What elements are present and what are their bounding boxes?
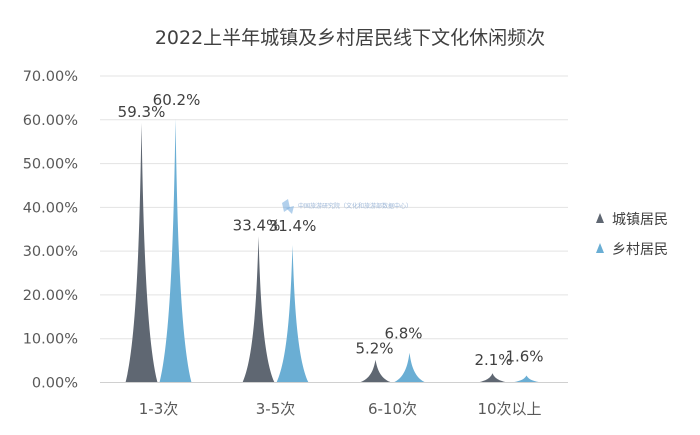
y-tick-label: 0.00% [32, 376, 78, 392]
cone-mark [125, 122, 158, 383]
x-category-label: 6-10次 [368, 400, 417, 418]
y-tick-label: 20.00% [23, 288, 78, 304]
y-tick-label: 60.00% [23, 113, 78, 129]
data-label: 2.1% [474, 351, 512, 369]
data-labels: 59.3% 33.4% 5.2% 2.1% 60.2% 31.4% 6.8% 1.6% [118, 91, 544, 369]
data-label: 31.4% [269, 217, 317, 235]
mark-layer [125, 118, 543, 383]
data-label: 5.2% [355, 340, 393, 358]
legend-swatch [596, 243, 604, 253]
cone-mark [476, 373, 509, 383]
y-tick-label: 50.00% [23, 157, 78, 173]
legend-label: 城镇居民 [612, 212, 668, 228]
y-tick-label: 70.00% [23, 69, 78, 85]
legend-swatch [596, 213, 604, 223]
watermark-text: 中国旅游研究院（文化和旅游部数据中心） [298, 202, 412, 210]
y-tick-label: 30.00% [23, 244, 78, 260]
watermark-logo-icon [282, 199, 294, 214]
x-category-label: 1-3次 [139, 400, 179, 418]
data-label: 59.3% [118, 103, 166, 121]
watermark: 中国旅游研究院（文化和旅游部数据中心） [282, 199, 412, 214]
data-label: 1.6% [505, 347, 543, 365]
cone-mark [159, 118, 192, 383]
y-tick-label: 10.00% [23, 332, 78, 348]
cone-mark [242, 236, 275, 383]
cone-mark [393, 352, 426, 383]
cone-mark [276, 245, 309, 383]
cone-mark [359, 359, 392, 383]
x-category-label: 3-5次 [256, 400, 296, 418]
y-tick-label: 40.00% [23, 200, 78, 216]
data-label: 60.2% [153, 91, 201, 109]
cone-mark [510, 375, 543, 383]
x-axis-categories: 1-3次 3-5次 6-10次 10次以上 [139, 400, 542, 418]
x-category-label: 10次以上 [477, 400, 541, 418]
chart-title: 2022上半年城镇及乡村居民线下文化休闲频次 [155, 27, 545, 49]
legend-label: 乡村居民 [612, 242, 668, 258]
y-axis-ticks: 0.00% 10.00% 20.00% 30.00% 40.00% 50.00% 60.00… [23, 69, 78, 392]
data-label: 33.4% [233, 216, 281, 234]
data-label: 6.8% [384, 325, 422, 343]
